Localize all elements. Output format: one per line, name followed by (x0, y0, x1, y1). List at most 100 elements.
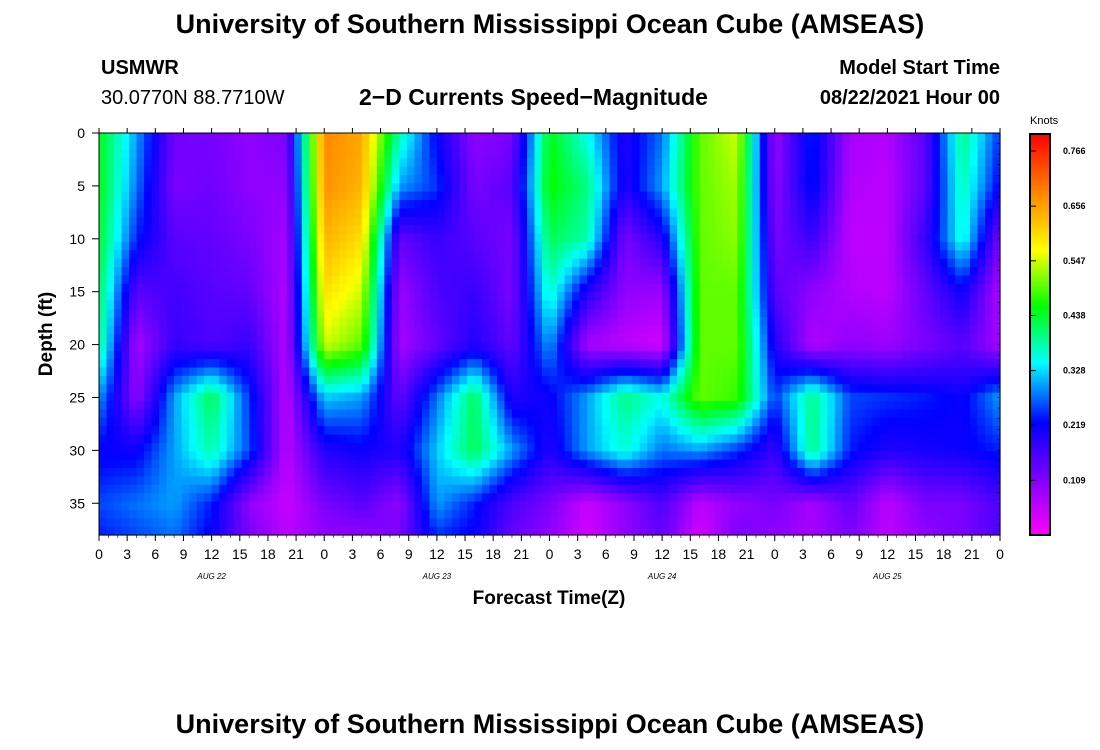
heatmap-cell (692, 133, 701, 142)
heatmap-cell (384, 476, 393, 486)
heatmap-cell (992, 434, 1001, 444)
heatmap-cell (759, 367, 768, 377)
heatmap-cell (234, 367, 243, 377)
heatmap-cell (819, 300, 828, 310)
heatmap-cell (151, 149, 160, 159)
heatmap-cell (526, 166, 536, 176)
heatmap-cell (579, 451, 588, 461)
heatmap-cell (594, 308, 603, 318)
heatmap-cell (279, 174, 288, 184)
heatmap-cell (459, 426, 468, 436)
heatmap-cell (917, 451, 926, 461)
heatmap-cell (474, 241, 483, 251)
heatmap-cell (557, 384, 566, 394)
heatmap-cell (842, 292, 851, 302)
heatmap-cell (279, 317, 288, 327)
heatmap-cell (211, 258, 220, 268)
heatmap-cell (466, 216, 476, 226)
heatmap-cell (496, 468, 506, 477)
heatmap-cell (752, 375, 761, 385)
heatmap-cell (902, 401, 911, 410)
heatmap-cell (774, 267, 783, 276)
heatmap-cell (714, 350, 723, 360)
heatmap-cell (331, 459, 340, 469)
heatmap-cell (624, 451, 633, 461)
heatmap-cell (354, 308, 363, 318)
heatmap-cell (136, 359, 145, 369)
heatmap-cell (339, 451, 348, 461)
heatmap-cell (609, 292, 618, 302)
heatmap-cell (151, 250, 160, 260)
heatmap-cell (459, 417, 468, 427)
heatmap-cell (887, 208, 896, 218)
heatmap-cell (406, 174, 415, 184)
heatmap-cell (309, 149, 318, 159)
heatmap-cell (346, 183, 355, 193)
heatmap-cell (234, 401, 243, 410)
heatmap-cell (391, 208, 400, 218)
heatmap-cell (594, 292, 603, 302)
heatmap-cell (812, 133, 821, 142)
heatmap-cell (939, 200, 949, 209)
heatmap-cell (339, 426, 348, 436)
heatmap-cell (977, 275, 986, 285)
heatmap-cell (451, 375, 460, 385)
heatmap-cell (406, 426, 415, 436)
heatmap-cell (451, 149, 460, 159)
heatmap-cell (909, 200, 919, 209)
heatmap-cell (977, 350, 986, 360)
heatmap-cell (789, 350, 798, 360)
heatmap-cell (444, 359, 453, 369)
heatmap-cell (309, 225, 318, 235)
heatmap-cell (151, 216, 160, 226)
heatmap-cell (541, 258, 551, 268)
heatmap-cell (894, 149, 903, 159)
heatmap-cell (211, 292, 220, 302)
heatmap-cell (857, 459, 866, 469)
heatmap-cell (496, 350, 506, 360)
heatmap-cell (707, 174, 716, 184)
heatmap-cell (361, 401, 370, 410)
heatmap-cell (722, 451, 731, 461)
heatmap-cell (211, 133, 220, 142)
heatmap-cell (249, 300, 258, 310)
heatmap-cell (99, 216, 108, 226)
heatmap-cell (391, 233, 400, 243)
heatmap-cell (969, 417, 979, 427)
heatmap-cell (917, 275, 926, 285)
heatmap-cell (879, 308, 888, 318)
heatmap-cell (159, 375, 168, 385)
heatmap-cell (324, 158, 333, 168)
heatmap-cell (639, 133, 648, 142)
heatmap-cell (894, 367, 903, 377)
heatmap-cell (211, 166, 220, 176)
heatmap-cell (924, 342, 934, 352)
heatmap-cell (511, 283, 521, 293)
heatmap-cell (136, 241, 145, 251)
heatmap-cell (136, 401, 145, 410)
heatmap-cell (279, 451, 288, 461)
heatmap-cell (924, 359, 934, 369)
heatmap-cell (557, 409, 566, 419)
heatmap-cell (226, 250, 235, 260)
heatmap-cell (144, 183, 153, 193)
heatmap-cell (804, 233, 813, 243)
heatmap-cell (151, 208, 160, 218)
heatmap-cell (166, 342, 175, 352)
heatmap-cell (714, 166, 723, 176)
heatmap-cell (489, 250, 498, 260)
heatmap-cell (444, 200, 453, 209)
heatmap-cell (602, 434, 611, 444)
heatmap-cell (466, 392, 476, 402)
heatmap-cell (474, 434, 483, 444)
heatmap-cell (579, 283, 588, 293)
heatmap-cell (204, 325, 213, 335)
heatmap-cell (977, 334, 986, 343)
heatmap-cell (797, 308, 806, 318)
heatmap-cell (767, 166, 776, 176)
heatmap-cell (264, 434, 273, 444)
heatmap-cell (572, 258, 581, 268)
heatmap-cell (797, 442, 806, 452)
heatmap-cell (969, 141, 979, 151)
heatmap-cell (144, 275, 153, 285)
